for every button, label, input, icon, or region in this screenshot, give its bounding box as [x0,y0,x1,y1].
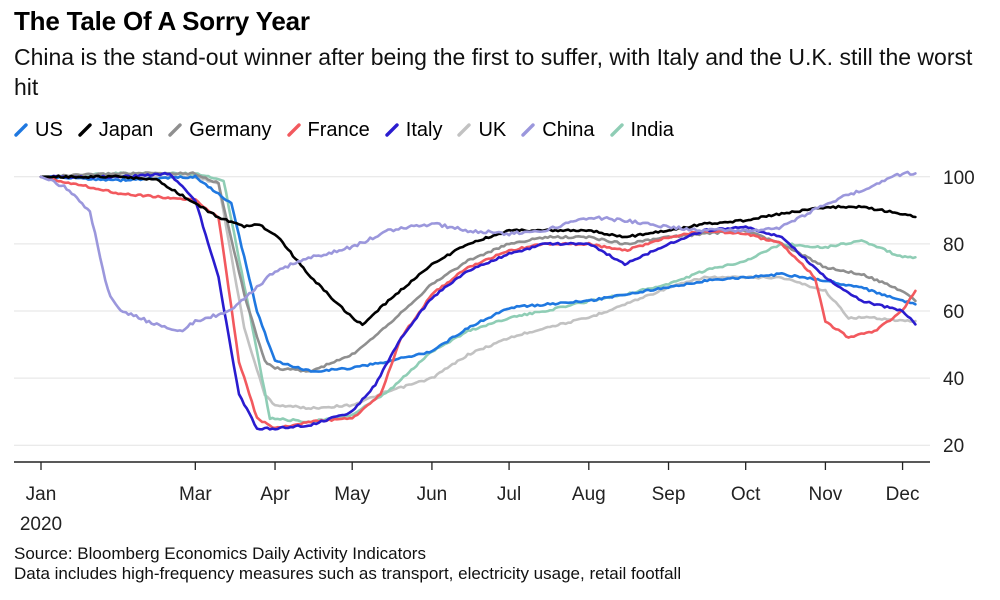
x-year-label: 2020 [20,514,62,535]
y-tick-label: 20 [943,436,964,457]
legend-swatch [78,123,92,137]
legend-swatch [385,123,399,137]
x-tick-label: Dec [886,484,920,505]
legend-swatch [168,123,182,137]
chart-legend: US Japan Germany France Italy UK China India [14,117,689,143]
series-line-france [39,175,917,430]
x-tick-label: Mar [179,484,212,505]
y-tick-label: 80 [943,235,964,256]
x-tick-label: May [334,484,370,505]
legend-item-us: US [14,119,63,142]
x-tick-label: Sep [652,484,686,505]
chart-title: The Tale Of A Sorry Year [14,6,310,36]
legend-item-uk: UK [457,119,506,142]
legend-item-germany: Germany [168,118,272,142]
y-tick-label: 40 [943,369,964,390]
x-tick-label: Aug [572,484,606,505]
legend-item-france: France [286,118,370,142]
chart-footnote: Source: Bloomberg Economics Daily Activi… [14,544,681,584]
series-line-china [39,170,917,333]
legend-swatch [521,123,535,137]
legend-swatch [286,123,301,137]
data-note: Data includes high-frequency measures su… [14,564,682,583]
legend-swatch [14,123,28,137]
y-tick-label: 60 [943,302,964,323]
legend-label: US [35,118,63,141]
legend-label: UK [478,118,507,141]
x-tick-label: Oct [731,484,761,505]
x-tick-label: Jun [417,484,448,505]
chart-subtitle: China is the stand-out winner after bein… [14,44,973,100]
x-tick-label: Apr [260,484,290,505]
legend-item-japan: Japan [78,118,154,142]
series-line-germany [39,171,917,373]
legend-label: Japan [98,118,154,141]
x-tick-label: Nov [809,484,843,505]
legend-swatch [609,123,624,137]
series-line-italy [39,171,917,431]
series-line-japan [39,174,917,327]
series-line-india [39,171,917,424]
y-tick-label: 100 [943,168,975,189]
legend-item-italy: Italy [385,118,443,142]
legend-label: Italy [405,118,443,141]
legend-label: India [630,118,674,141]
source-note: Source: Bloomberg Economics Daily Activi… [14,544,426,563]
series-line-us [39,174,917,373]
legend-item-china: China [521,118,595,142]
legend-swatch [457,123,472,137]
x-tick-label: Jul [497,484,521,505]
series-line-uk [39,174,917,411]
x-tick-label: Jan [26,484,57,505]
legend-label: Germany [189,118,272,141]
legend-label: France [307,118,370,141]
legend-label: China [542,118,595,141]
legend-item-india: India [609,118,674,142]
